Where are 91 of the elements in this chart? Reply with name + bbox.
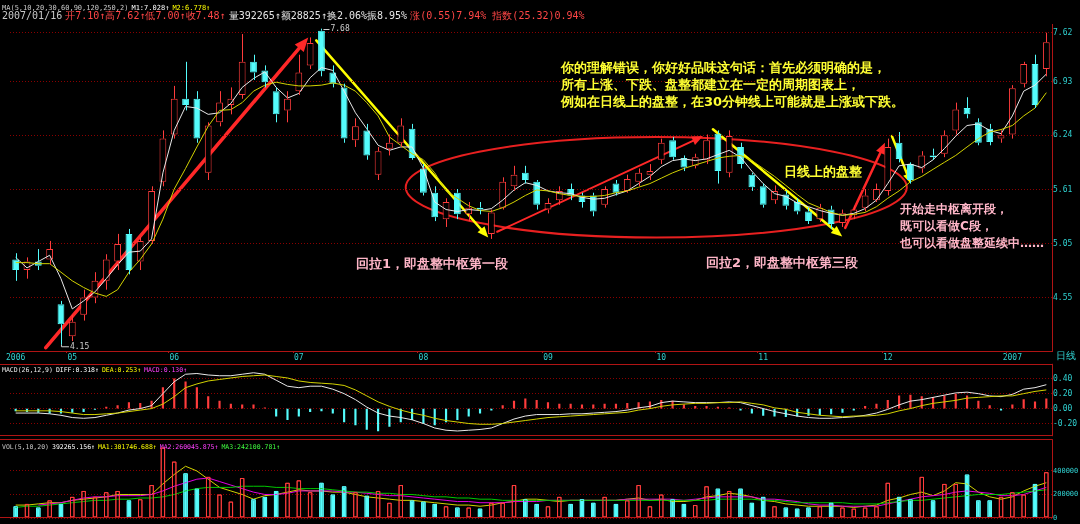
x-tick-label: 06 [169,352,180,362]
annotation: 7.68 [330,23,350,34]
x-tick-label: 05 [67,352,78,362]
candlestick [884,138,892,196]
y-tick-label: 0.00 [1053,403,1073,413]
bar [354,408,357,426]
candlestick [363,123,371,161]
candlestick [80,289,88,322]
candlestick [306,36,314,70]
y-tick-label: 5.05 [1053,239,1073,249]
annotation: 日线上的盘整 [784,164,862,180]
bar [875,403,878,409]
y-tick-label: 0.20 [1053,388,1073,398]
candlestick [669,136,676,161]
candlestick [703,133,710,165]
annotation: 回拉2，即盘整中枢第三段 [706,255,859,271]
candlestick [352,117,359,148]
bar [762,408,765,416]
candlestick [238,33,246,100]
candlestick [997,129,1005,144]
bar [218,400,221,409]
candlestick [148,185,155,245]
bar [1022,399,1025,409]
x-tick-label: 07 [293,352,304,362]
candlestick [657,138,665,165]
y-tick-label: 0.40 [1053,373,1073,383]
bar [286,408,289,421]
y-tick-label: 7.62 [1053,27,1073,37]
candlestick [646,163,654,181]
bar [546,402,550,409]
bar [195,387,198,409]
annotation: 开始走中枢离开段， [900,202,1008,217]
annotation: 例如在日线上的盘整，在30分钟线上可能就是上涨或下跌。 [561,94,905,110]
text: 日线 [1056,350,1076,361]
candlestick [725,129,733,178]
bar [127,402,130,409]
candlestick [907,161,914,185]
candlestick [861,188,869,212]
y-tick-label: -0.20 [1053,418,1078,428]
candlestick [1042,32,1050,77]
y-tick-label: 5.61 [1053,185,1073,195]
candlestick [284,90,291,123]
y-tick-label: 4.55 [1053,292,1073,302]
candlestick [182,61,189,111]
annotation: 4.15 [69,341,90,352]
candlestick [295,54,303,96]
y-tick-label: 6.93 [1053,76,1073,86]
text: 2007/01/16 [2,10,63,21]
x-tick-label: 12 [882,352,893,362]
candlestick [521,165,529,185]
y-tick-label: 6.24 [1053,130,1073,140]
x-tick-label: 08 [418,352,429,362]
x-tick-label: 10 [656,352,667,362]
x-tick-label: 2007 [1002,352,1023,362]
candlestick [499,176,507,211]
candlestick [193,90,201,144]
annotation: 你的理解错误，你好好品味这句话：首先必须明确的是， [561,60,886,76]
bar [320,408,323,412]
text: 量392265↑额28825↑换2.06%振8.95% [228,10,408,21]
candlestick [397,117,405,148]
x-tick-label: 11 [758,352,769,362]
bar [207,396,210,409]
candlestick [102,253,110,291]
bar [818,408,821,415]
text: 涨(0.55)7.94% 指数(25.32)0.94% [410,10,585,21]
candlestick [204,121,212,181]
bar [388,408,391,427]
bar [841,408,844,413]
candlestick [623,174,631,194]
candlestick [952,102,960,135]
x-tick-label: 09 [543,352,553,362]
candlestick [114,233,121,271]
annotation: 既可以看做C段， [900,219,993,234]
candlestick [748,172,756,192]
candlestick [272,86,280,123]
candlestick [941,129,948,158]
bar [343,408,346,423]
candlestick [714,129,722,185]
candlestick [170,85,178,140]
text: 开7.10↑高7.62↑低7.00↑收7.48↑ [65,10,226,21]
annotation: 也可以看做盘整延续中…… [900,236,1044,251]
bar [252,404,255,409]
bar [705,406,708,409]
candlestick [386,133,393,156]
candlestick [68,314,76,342]
bar [184,381,187,409]
annotation: 所有上涨、下跌、盘整都建立在一定的周期图表上， [561,77,860,93]
bar [365,408,368,430]
annotation: 回拉1，即盘整中枢第一段 [356,256,509,272]
candlestick [1008,84,1016,140]
x-tick-label: 2006 [6,352,26,362]
